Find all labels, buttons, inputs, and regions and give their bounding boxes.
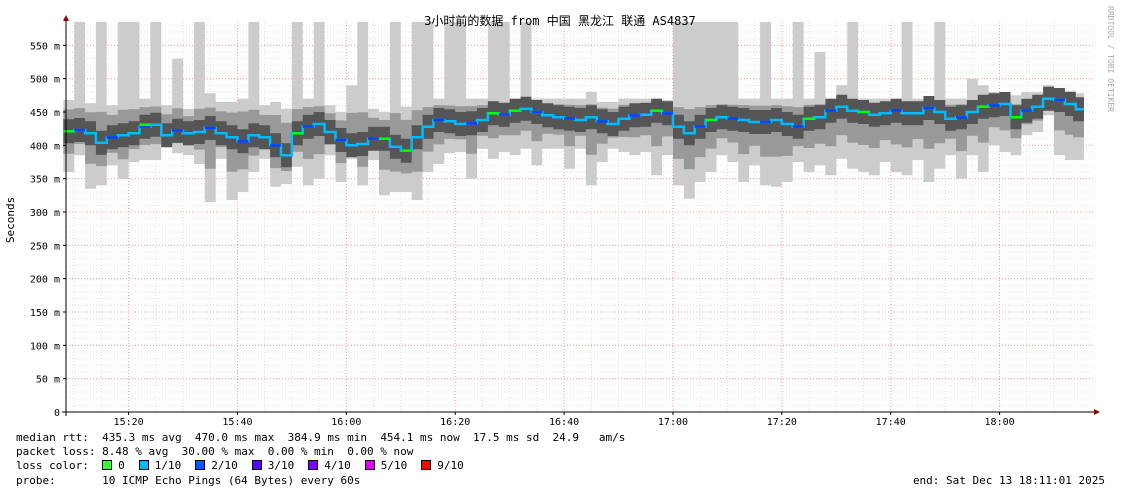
loss-color-swatch — [251, 460, 262, 470]
y-tick-label: 550 m — [30, 41, 60, 52]
rtt-min: 384.9 ms min — [287, 431, 368, 444]
loss-label: packet loss: — [16, 445, 96, 458]
loss-min: 0.00 % min — [267, 445, 334, 458]
end-time: end: Sat Dec 13 18:11:01 2025 — [912, 474, 1105, 487]
loss-legend-label: 5/10 — [380, 459, 408, 472]
probe-label: probe: — [16, 474, 56, 487]
rtt-max: 470.0 ms max — [194, 431, 275, 444]
median-rtt-series — [63, 97, 1084, 157]
rtt-stats-line: median rtt: 435.3 ms avg 470.0 ms max 38… — [16, 431, 625, 445]
loss-color-swatch — [138, 460, 149, 470]
smokeping-chart: 0 50 m 100 m 150 m 200 m 250 m 300 m 350 m 400 m… — [4, 6, 1115, 428]
median-line — [63, 97, 1084, 157]
loss-legend-label: 2/10 — [211, 459, 238, 472]
loss-color-swatch — [195, 460, 206, 470]
x-tick-label: 17:00 — [658, 417, 688, 428]
loss-legend-item: 3/10 — [251, 459, 295, 472]
probe-value: 10 ICMP Echo Pings (64 Bytes) every 60s — [102, 474, 361, 487]
loss-now: 0.00 % now — [347, 445, 414, 458]
loss-avg: 8.48 % avg — [102, 445, 169, 458]
loss-legend-item: 5/10 — [364, 459, 408, 472]
y-tick-label: 450 m — [30, 108, 60, 119]
x-axis-arrow — [1094, 409, 1100, 415]
rrdtool-watermark: RRDTOOL / TOBI OETIKER — [1106, 6, 1115, 112]
rtt-sd: 17.5 ms sd — [473, 431, 540, 444]
y-tick-label: 400 m — [30, 141, 60, 152]
rtt-now: 454.1 ms now — [380, 431, 460, 444]
y-tick-labels: 0 50 m 100 m 150 m 200 m 250 m 300 m 350 m 400 m… — [30, 41, 60, 419]
loss-color-swatch — [102, 460, 113, 470]
loss-color-legend: loss color: 0 1/10 2/10 3/10 4/10 5/10 9/10 — [16, 459, 478, 473]
y-tick-label: 350 m — [30, 175, 60, 186]
loss-legend-item: 9/10 — [421, 459, 464, 472]
loss-color-items: 0 1/10 2/10 3/10 4/10 5/10 9/10 — [102, 459, 478, 472]
y-tick-label: 300 m — [30, 208, 60, 219]
y-axis-arrow — [63, 15, 69, 21]
rtt-ams: 24.9 am/s — [552, 431, 626, 444]
x-tick-label: 16:00 — [331, 417, 361, 428]
x-tick-label: 17:40 — [876, 417, 906, 428]
smoke-band-inner — [63, 86, 1085, 168]
loss-legend-label: 3/10 — [267, 459, 295, 472]
rtt-avg: 435.3 ms avg — [102, 431, 182, 444]
y-axis-label: Seconds — [4, 197, 17, 243]
axes — [62, 15, 1100, 416]
y-tick-label: 50 m — [36, 375, 60, 386]
y-tick-label: 250 m — [30, 241, 60, 252]
y-tick-label: 100 m — [30, 341, 60, 352]
x-tick-label: 15:20 — [114, 417, 144, 428]
loss-legend-item: 2/10 — [195, 459, 238, 472]
x-tick-label: 18:00 — [985, 417, 1015, 428]
loss-legend-item: 4/10 — [308, 459, 351, 472]
x-tick-label: 17:20 — [767, 417, 797, 428]
loss-legend-item: 1/10 — [138, 459, 182, 472]
loss-color-swatch — [364, 460, 375, 470]
loss-color-swatch — [421, 460, 432, 470]
loss-legend-label: 1/10 — [154, 459, 182, 472]
loss-legend-label: 9/10 — [437, 459, 464, 472]
x-tick-label: 16:20 — [440, 417, 470, 428]
loss-stats-line: packet loss: 8.48 % avg 30.00 % max 0.00… — [16, 445, 413, 459]
loss-legend-label: 0 — [118, 459, 125, 472]
probe-line: probe: 10 ICMP Echo Pings (64 Bytes) eve… — [16, 474, 360, 488]
loss-max: 30.00 % max — [181, 445, 255, 458]
y-tick-label: 500 m — [30, 75, 60, 86]
x-tick-label: 15:40 — [222, 417, 252, 428]
chart-title: 3小时前的数据 from 中国 黑龙江 联通 AS4837 — [424, 13, 696, 28]
loss-legend-label: 4/10 — [324, 459, 351, 472]
x-tick-label: 16:40 — [549, 417, 579, 428]
x-tick-labels: 15:20 15:40 16:00 16:20 16:40 17:00 17:20 17:40… — [114, 417, 1015, 428]
loss-color-swatch — [308, 460, 319, 470]
y-tick-label: 200 m — [30, 275, 60, 286]
rtt-label: median rtt: — [16, 431, 89, 444]
loss-legend-item: 0 — [102, 459, 125, 472]
loss-color-label: loss color: — [16, 459, 89, 472]
smoke-bands — [63, 22, 1085, 202]
y-tick-label: 0 — [54, 408, 60, 419]
y-tick-label: 150 m — [30, 308, 60, 319]
